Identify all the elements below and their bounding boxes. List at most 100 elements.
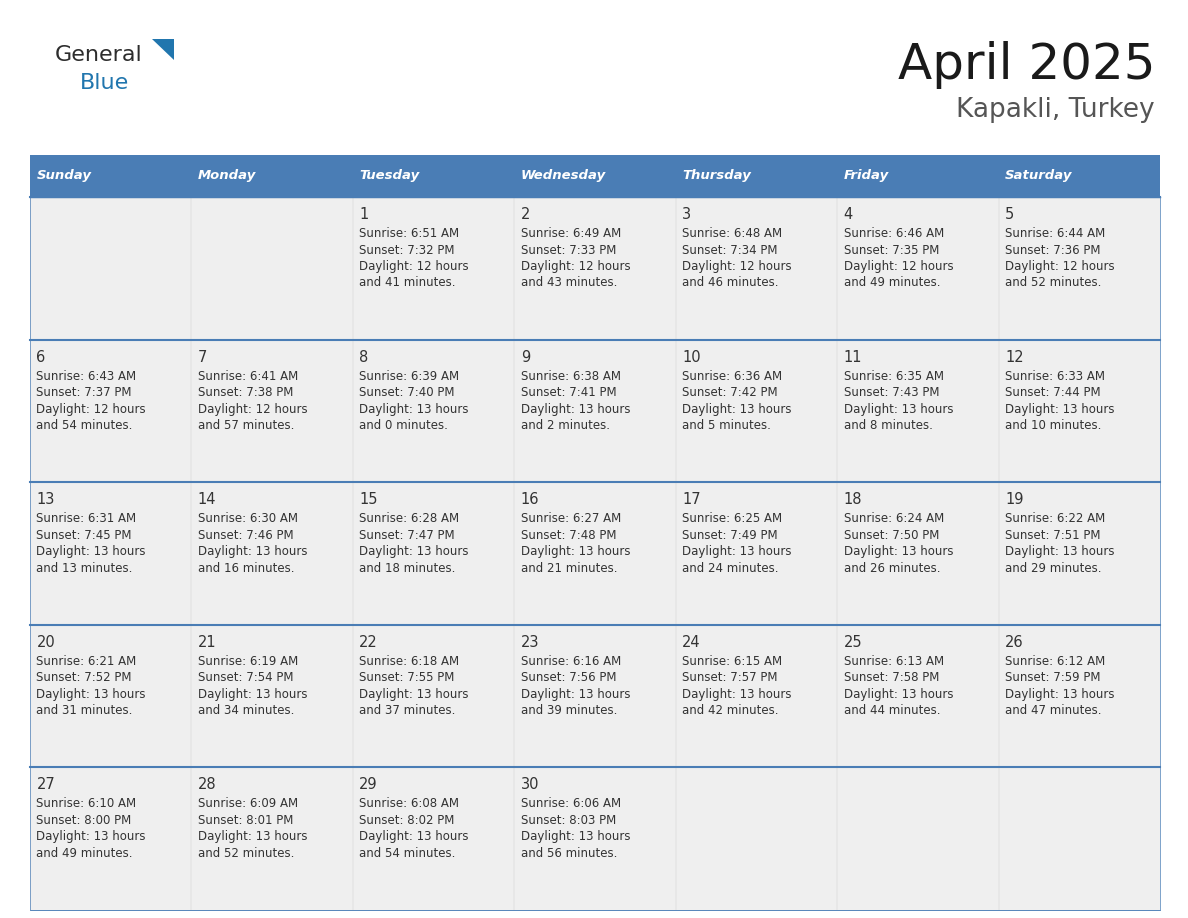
Text: 2: 2: [520, 207, 530, 222]
Text: Sunset: 7:33 PM: Sunset: 7:33 PM: [520, 243, 617, 256]
Text: Tuesday: Tuesday: [359, 170, 419, 183]
Text: 16: 16: [520, 492, 539, 508]
Text: Sunset: 7:58 PM: Sunset: 7:58 PM: [843, 671, 939, 684]
Bar: [676, 482, 838, 625]
Text: and 44 minutes.: and 44 minutes.: [843, 704, 940, 717]
Text: and 42 minutes.: and 42 minutes.: [682, 704, 778, 717]
Text: Sunrise: 6:39 AM: Sunrise: 6:39 AM: [359, 370, 460, 383]
Bar: [514, 340, 676, 482]
Bar: [838, 197, 999, 340]
Bar: [191, 340, 353, 482]
Bar: [30, 482, 191, 625]
Text: Daylight: 13 hours: Daylight: 13 hours: [359, 688, 469, 700]
Text: Daylight: 12 hours: Daylight: 12 hours: [198, 403, 308, 416]
Text: Sunset: 7:37 PM: Sunset: 7:37 PM: [37, 386, 132, 399]
Bar: [514, 197, 676, 340]
Text: 28: 28: [198, 778, 216, 792]
Text: and 18 minutes.: and 18 minutes.: [359, 562, 456, 575]
Text: Sunset: 8:00 PM: Sunset: 8:00 PM: [37, 814, 132, 827]
Bar: [191, 767, 353, 910]
Text: and 16 minutes.: and 16 minutes.: [198, 562, 295, 575]
Text: and 47 minutes.: and 47 minutes.: [1005, 704, 1101, 717]
Text: Sunrise: 6:08 AM: Sunrise: 6:08 AM: [359, 798, 460, 811]
Text: Sunrise: 6:31 AM: Sunrise: 6:31 AM: [37, 512, 137, 525]
Text: Sunset: 7:46 PM: Sunset: 7:46 PM: [198, 529, 293, 542]
Text: Daylight: 13 hours: Daylight: 13 hours: [198, 688, 308, 700]
Text: 23: 23: [520, 635, 539, 650]
Text: and 21 minutes.: and 21 minutes.: [520, 562, 618, 575]
Text: Sunrise: 6:15 AM: Sunrise: 6:15 AM: [682, 655, 782, 667]
Text: and 54 minutes.: and 54 minutes.: [37, 420, 133, 432]
Text: Daylight: 13 hours: Daylight: 13 hours: [843, 545, 953, 558]
Text: 9: 9: [520, 350, 530, 364]
Text: Daylight: 13 hours: Daylight: 13 hours: [198, 831, 308, 844]
Bar: [514, 767, 676, 910]
Bar: [676, 767, 838, 910]
Text: Saturday: Saturday: [1005, 170, 1073, 183]
Text: Daylight: 12 hours: Daylight: 12 hours: [37, 403, 146, 416]
Text: Sunrise: 6:24 AM: Sunrise: 6:24 AM: [843, 512, 943, 525]
Bar: [353, 340, 514, 482]
Text: 3: 3: [682, 207, 691, 222]
Text: and 56 minutes.: and 56 minutes.: [520, 847, 617, 860]
Text: and 49 minutes.: and 49 minutes.: [843, 276, 940, 289]
Text: Sunrise: 6:51 AM: Sunrise: 6:51 AM: [359, 227, 460, 240]
Text: Friday: Friday: [843, 170, 889, 183]
Text: 29: 29: [359, 778, 378, 792]
Text: and 46 minutes.: and 46 minutes.: [682, 276, 778, 289]
Text: and 54 minutes.: and 54 minutes.: [359, 847, 456, 860]
Text: Sunrise: 6:30 AM: Sunrise: 6:30 AM: [198, 512, 298, 525]
Text: Daylight: 13 hours: Daylight: 13 hours: [198, 545, 308, 558]
Text: and 41 minutes.: and 41 minutes.: [359, 276, 456, 289]
Bar: [30, 197, 191, 340]
Text: Sunset: 7:45 PM: Sunset: 7:45 PM: [37, 529, 132, 542]
Text: and 52 minutes.: and 52 minutes.: [198, 847, 295, 860]
Text: Monday: Monday: [198, 170, 257, 183]
Text: and 10 minutes.: and 10 minutes.: [1005, 420, 1101, 432]
Text: Sunrise: 6:38 AM: Sunrise: 6:38 AM: [520, 370, 621, 383]
Bar: [999, 767, 1159, 910]
Bar: [999, 340, 1159, 482]
Polygon shape: [152, 39, 173, 60]
Text: Sunrise: 6:19 AM: Sunrise: 6:19 AM: [198, 655, 298, 667]
Bar: [514, 625, 676, 767]
Bar: [353, 155, 514, 197]
Text: Daylight: 13 hours: Daylight: 13 hours: [843, 688, 953, 700]
Text: Daylight: 13 hours: Daylight: 13 hours: [682, 688, 791, 700]
Text: Daylight: 13 hours: Daylight: 13 hours: [1005, 688, 1114, 700]
Text: Wednesday: Wednesday: [520, 170, 606, 183]
Bar: [191, 155, 353, 197]
Text: Sunset: 7:59 PM: Sunset: 7:59 PM: [1005, 671, 1100, 684]
Text: Sunset: 7:54 PM: Sunset: 7:54 PM: [198, 671, 293, 684]
Text: Sunrise: 6:16 AM: Sunrise: 6:16 AM: [520, 655, 621, 667]
Bar: [191, 482, 353, 625]
Text: 26: 26: [1005, 635, 1024, 650]
Text: and 34 minutes.: and 34 minutes.: [198, 704, 295, 717]
Text: Sunrise: 6:22 AM: Sunrise: 6:22 AM: [1005, 512, 1105, 525]
Text: 10: 10: [682, 350, 701, 364]
Bar: [30, 625, 191, 767]
Text: Daylight: 12 hours: Daylight: 12 hours: [682, 260, 791, 273]
Bar: [353, 767, 514, 910]
Bar: [999, 155, 1159, 197]
Text: Sunrise: 6:35 AM: Sunrise: 6:35 AM: [843, 370, 943, 383]
Text: Daylight: 13 hours: Daylight: 13 hours: [359, 545, 469, 558]
Text: and 43 minutes.: and 43 minutes.: [520, 276, 617, 289]
Text: Sunrise: 6:33 AM: Sunrise: 6:33 AM: [1005, 370, 1105, 383]
Bar: [999, 625, 1159, 767]
Text: Sunrise: 6:49 AM: Sunrise: 6:49 AM: [520, 227, 621, 240]
Text: Daylight: 13 hours: Daylight: 13 hours: [1005, 403, 1114, 416]
Text: Sunrise: 6:28 AM: Sunrise: 6:28 AM: [359, 512, 460, 525]
Text: Sunset: 7:57 PM: Sunset: 7:57 PM: [682, 671, 778, 684]
Text: Daylight: 13 hours: Daylight: 13 hours: [520, 545, 631, 558]
Text: 27: 27: [37, 778, 55, 792]
Text: Daylight: 13 hours: Daylight: 13 hours: [520, 403, 631, 416]
Text: Sunset: 7:49 PM: Sunset: 7:49 PM: [682, 529, 778, 542]
Text: and 39 minutes.: and 39 minutes.: [520, 704, 617, 717]
Bar: [30, 155, 191, 197]
Text: Sunset: 7:47 PM: Sunset: 7:47 PM: [359, 529, 455, 542]
Text: 14: 14: [198, 492, 216, 508]
Text: Sunset: 7:38 PM: Sunset: 7:38 PM: [198, 386, 293, 399]
Bar: [30, 197, 1159, 910]
Text: Sunset: 8:02 PM: Sunset: 8:02 PM: [359, 814, 455, 827]
